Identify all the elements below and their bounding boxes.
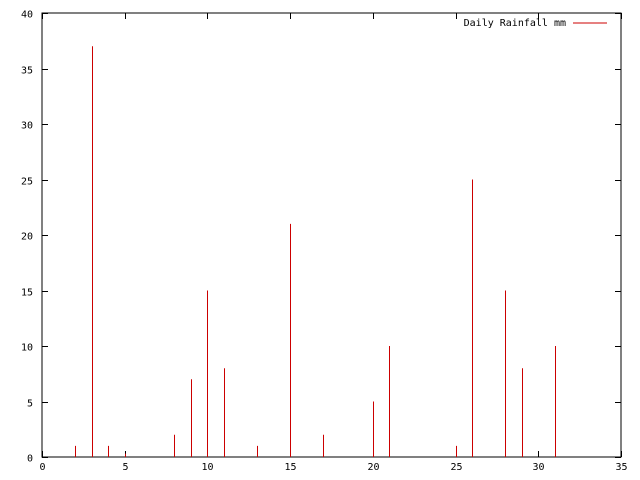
x-tick-label: 0 xyxy=(39,462,45,473)
x-tick-label: 35 xyxy=(615,462,627,473)
x-tick-label: 20 xyxy=(367,462,379,473)
y-tick-label: 0 xyxy=(27,454,33,465)
legend-label: Daily Rainfall mm xyxy=(464,18,566,29)
x-tick-label: 10 xyxy=(201,462,213,473)
y-tick-label: 30 xyxy=(21,121,33,132)
y-tick-label: 15 xyxy=(21,288,33,299)
y-tick-label: 20 xyxy=(21,232,33,243)
tick-marks xyxy=(42,13,622,458)
x-tick-labels: 0 5 10 15 20 25 30 35 xyxy=(39,462,627,473)
legend: Daily Rainfall mm xyxy=(464,18,607,29)
y-tick-label: 25 xyxy=(21,177,33,188)
y-tick-labels: 0 5 10 15 20 25 30 35 40 xyxy=(21,10,33,465)
x-tick-label: 25 xyxy=(450,462,462,473)
plot-frame xyxy=(41,12,622,458)
y-tick-label: 40 xyxy=(21,10,33,21)
x-tick-label: 30 xyxy=(532,462,544,473)
x-tick-label: 5 xyxy=(122,462,128,473)
y-tick-label: 5 xyxy=(27,399,33,410)
rainfall-bars xyxy=(75,46,556,457)
x-tick-label: 15 xyxy=(284,462,296,473)
y-tick-label: 10 xyxy=(21,343,33,354)
y-tick-label: 35 xyxy=(21,66,33,77)
